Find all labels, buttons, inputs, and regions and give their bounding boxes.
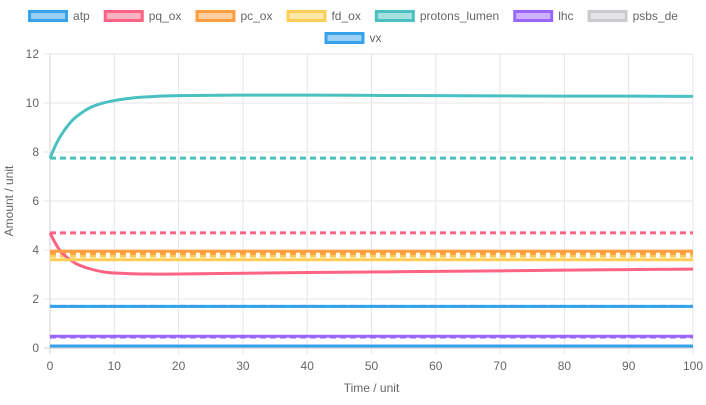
x-tick-label: 30: [236, 359, 250, 373]
x-tick-label: 70: [493, 359, 507, 373]
x-tick-label: 80: [558, 359, 572, 373]
x-tick-label: 10: [108, 359, 122, 373]
x-tick-label: 40: [301, 359, 315, 373]
legend-label: fd_ox: [331, 9, 360, 23]
legend-swatch: [195, 10, 236, 22]
y-tick-label: 6: [32, 194, 39, 208]
x-tick-label: 60: [429, 359, 443, 373]
legend-item-lhc[interactable]: lhc: [513, 9, 574, 23]
legend[interactable]: atp pq_ox pc_ox fd_ox protons_lumen lhc psbs_d…: [28, 9, 679, 45]
x-tick-label: 50: [365, 359, 379, 373]
y-tick-label: 2: [32, 292, 39, 306]
legend-item-pq_ox[interactable]: pq_ox: [103, 9, 182, 23]
legend-item-psbs_de[interactable]: psbs_de: [587, 9, 679, 23]
legend-item-atp[interactable]: atp: [28, 9, 91, 23]
y-tick-label: 4: [32, 243, 39, 257]
grid: [44, 53, 694, 354]
legend-swatch: [587, 10, 628, 22]
y-tick-label: 0: [32, 341, 39, 355]
legend-swatch: [103, 10, 144, 22]
x-tick-label: 90: [622, 359, 636, 373]
x-tick-label: 0: [47, 359, 54, 373]
legend-label: vx: [370, 31, 382, 45]
legend-swatch: [28, 10, 69, 22]
series-lines: [48, 93, 694, 349]
legend-item-vx[interactable]: vx: [324, 31, 382, 45]
legend-label: atp: [73, 9, 90, 23]
y-axis-title: Amount / unit: [2, 165, 16, 236]
x-tick-label: 20: [172, 359, 186, 373]
legend-item-protons_lumen[interactable]: protons_lumen: [374, 9, 499, 23]
legend-swatch: [286, 10, 327, 22]
y-tick-label: 8: [32, 145, 39, 159]
legend-swatch: [374, 10, 415, 22]
x-tick-label: 100: [683, 359, 703, 373]
legend-item-pc_ox[interactable]: pc_ox: [195, 9, 273, 23]
legend-item-fd_ox[interactable]: fd_ox: [286, 9, 361, 23]
legend-swatch: [513, 10, 554, 22]
legend-label: lhc: [558, 9, 573, 23]
legend-label: psbs_de: [633, 9, 679, 23]
series-line-protons_lumen: [48, 93, 694, 159]
legend-label: protons_lumen: [420, 9, 499, 23]
x-axis-title: Time / unit: [344, 381, 400, 395]
y-tick-label: 10: [26, 96, 40, 110]
legend-label: pc_ox: [240, 9, 272, 23]
legend-swatch: [324, 32, 365, 44]
series-line-pq_ox: [48, 232, 694, 276]
legend-label: pq_ox: [149, 9, 182, 23]
y-tick-label: 12: [26, 47, 40, 61]
axes: 0 10 20 30 40 50 60 70 80 90 100 0 2 4 6 8 10 12: [26, 47, 704, 373]
